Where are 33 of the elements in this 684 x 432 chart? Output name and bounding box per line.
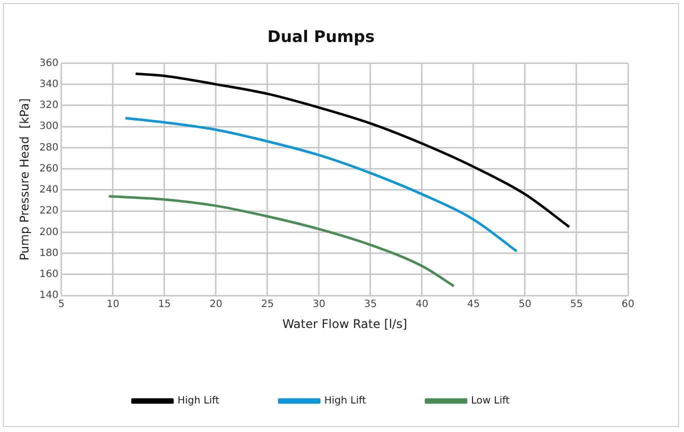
x-tick-label: 50	[518, 299, 532, 310]
line-series	[124, 116, 518, 252]
line-series	[134, 72, 571, 228]
chart-title: Dual Pumps	[267, 26, 375, 46]
legend-label: High Lift	[324, 396, 366, 407]
x-tick-label: 35	[364, 299, 377, 310]
legend-label: Low Lift	[471, 396, 510, 407]
x-tick-label: 60	[622, 299, 634, 310]
y-tick-label: 300	[39, 121, 58, 132]
legend-label: High Lift	[177, 396, 220, 407]
x-tick-label: 10	[106, 299, 120, 310]
y-tick-label: 180	[39, 248, 58, 259]
x-tick-label: 45	[467, 299, 480, 310]
x-tick-label: 20	[210, 299, 222, 310]
x-tick-label: 30	[312, 299, 326, 310]
y-tick-label: 140	[39, 290, 58, 302]
x-tick-label: 15	[158, 299, 171, 310]
y-tick-label: 340	[39, 78, 58, 90]
x-tick-label: 55	[570, 299, 583, 310]
x-tick-label: 25	[261, 299, 274, 310]
y-tick-label: 360	[39, 58, 58, 69]
x-axis-title: Water Flow Rate [l/s]	[282, 316, 408, 331]
y-tick-label: 260	[39, 163, 58, 174]
y-tick-label: 220	[39, 206, 58, 217]
y-tick-label: 320	[39, 100, 58, 112]
y-tick-label: 240	[39, 184, 58, 196]
y-tick-label: 200	[39, 226, 58, 238]
line-series	[108, 195, 456, 288]
x-tick-label: 40	[416, 299, 428, 310]
x-tick-label: 5	[58, 299, 65, 310]
y-axis-title: Pump Pressure Head [kPa]	[17, 98, 32, 260]
y-tick-label: 280	[39, 142, 58, 154]
y-tick-label: 160	[39, 269, 58, 280]
